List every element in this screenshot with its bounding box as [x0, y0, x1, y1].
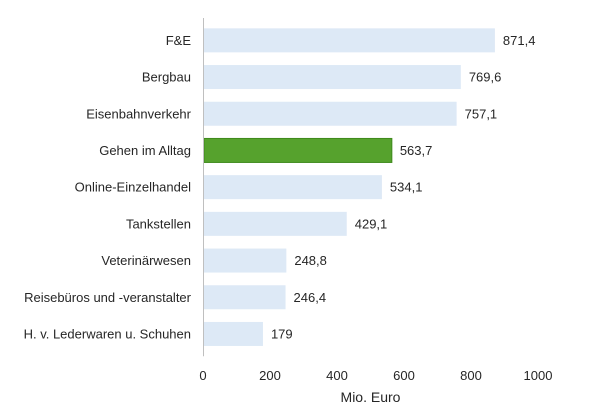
- x-tick-label: 0: [199, 368, 206, 383]
- category-label: H. v. Lederwaren u. Schuhen: [24, 326, 191, 341]
- x-tick-label: 800: [460, 368, 482, 383]
- value-label: 769,6: [469, 70, 502, 85]
- value-label: 179: [271, 326, 293, 341]
- category-label: Tankstellen: [126, 216, 191, 231]
- value-labels: 871,4 769,6 757,1 563,7 534,1 429,1 248,8 246,4…: [271, 33, 536, 342]
- x-tick-label: 200: [259, 368, 281, 383]
- category-label: Reisebüros und -veranstalter: [24, 290, 192, 305]
- category-label: Gehen im Alltag: [99, 143, 191, 158]
- x-tick-label: 600: [393, 368, 415, 383]
- value-label: 429,1: [355, 216, 388, 231]
- bar-8: [204, 321, 263, 346]
- x-tick-label: 400: [326, 368, 348, 383]
- bar-1: [204, 65, 461, 90]
- bar-2: [204, 101, 457, 126]
- category-label: Eisenbahnverkehr: [86, 106, 191, 121]
- bar-6: [204, 248, 287, 273]
- category-label: Veterinärwesen: [101, 253, 191, 268]
- value-label: 757,1: [465, 106, 498, 121]
- bar-7: [204, 285, 286, 310]
- category-label: Online-Einzelhandel: [75, 180, 191, 195]
- x-tick-labels: 0 200 400 600 800 1000: [199, 368, 552, 383]
- bar-4: [204, 175, 382, 200]
- x-tick-label: 1000: [524, 368, 553, 383]
- bars-group: [203, 28, 495, 346]
- bar-0: [204, 28, 495, 53]
- x-axis-title: Mio. Euro: [341, 389, 401, 405]
- bar-5: [204, 211, 347, 236]
- value-label: 871,4: [503, 33, 536, 48]
- category-labels: F&E Bergbau Eisenbahnverkehr Gehen im Allta…: [24, 33, 192, 342]
- value-label: 563,7: [400, 143, 433, 158]
- bar-3: [203, 137, 393, 163]
- category-label: Bergbau: [142, 70, 191, 85]
- value-label: 534,1: [390, 180, 423, 195]
- category-label: F&E: [166, 33, 192, 48]
- value-label: 246,4: [294, 290, 327, 305]
- value-label: 248,8: [294, 253, 327, 268]
